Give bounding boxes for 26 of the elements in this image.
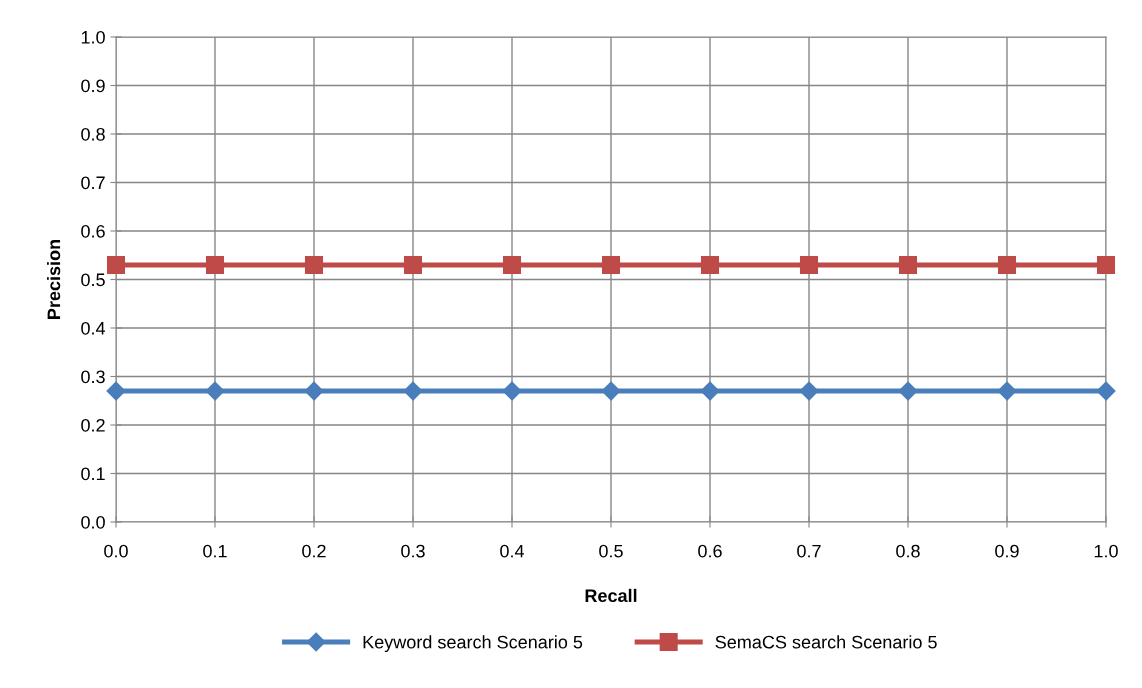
y-tick-label: 0.6	[81, 224, 105, 238]
x-tick-label: 0.2	[302, 544, 326, 558]
y-axis-title: Precision	[46, 239, 61, 319]
x-tick-label: 0.9	[995, 544, 1019, 558]
x-tick-label: 0.7	[797, 544, 821, 558]
x-tick-label: 0.4	[500, 544, 525, 558]
x-tick-label: 1.0	[1094, 544, 1118, 558]
y-tick-label: 0.1	[81, 467, 105, 481]
y-tick-label: 0.9	[81, 79, 105, 93]
y-tick-label: 0.2	[81, 418, 105, 432]
y-tick-label: 0.4	[81, 321, 106, 335]
x-tick-label: 0.6	[698, 544, 722, 558]
y-tick-label: 0.3	[81, 370, 105, 384]
legend-label: Keyword search Scenario 5	[363, 635, 583, 653]
x-tick-label: 0.8	[896, 544, 920, 558]
x-tick-label: 0.5	[599, 544, 623, 558]
y-tick-label: 1.0	[81, 30, 105, 44]
x-tick-label: 0.1	[203, 544, 227, 558]
y-tick-label: 0.5	[81, 273, 105, 287]
x-tick-label: 0.3	[401, 544, 425, 558]
y-tick-label: 0.7	[81, 176, 105, 190]
y-tick-label: 0.0	[81, 515, 105, 529]
legend-label: SemaCS search Scenario 5	[715, 635, 937, 649]
x-axis-title: Recall	[585, 588, 637, 603]
y-tick-label: 0.8	[81, 127, 105, 141]
x-tick-label: 0.0	[104, 544, 128, 558]
